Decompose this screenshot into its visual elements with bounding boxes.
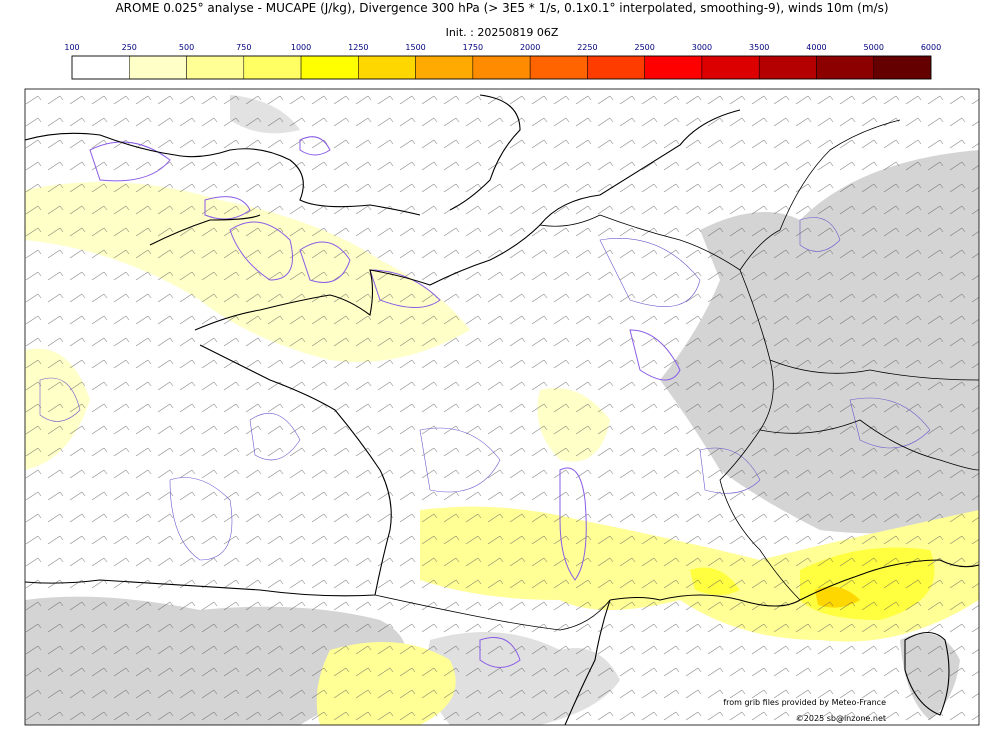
colorbar: 100 250 500 750 1000 1250 1500 1750 2000 2250 2500… xyxy=(64,43,941,80)
colorbar-swatch xyxy=(758,55,817,80)
colorbar-label: 750 xyxy=(236,43,251,52)
title: AROME 0.025° analyse - MUCAPE (J/kg), Di… xyxy=(115,1,888,15)
map xyxy=(25,89,979,725)
colorbar-label: 5000 xyxy=(864,43,884,52)
colorbar-label: 1000 xyxy=(291,43,311,52)
colorbar-swatch xyxy=(644,55,703,80)
colorbar-label: 2500 xyxy=(634,43,654,52)
colorbar-swatch xyxy=(529,55,588,80)
credit-source: from grib files provided by Meteo-France xyxy=(723,698,886,707)
colorbar-label: 250 xyxy=(122,43,137,52)
divergence-contours xyxy=(39,136,931,668)
colorbar-label: 3500 xyxy=(749,43,769,52)
colorbar-label: 500 xyxy=(179,43,194,52)
colorbar-swatch xyxy=(701,55,760,80)
init-time: Init. : 20250819 06Z xyxy=(446,26,559,39)
colorbar-swatch xyxy=(243,55,302,80)
colorbar-label: 2250 xyxy=(577,43,597,52)
map-frame xyxy=(24,88,980,726)
colorbar-swatch xyxy=(186,55,245,80)
colorbar-swatch xyxy=(816,55,874,80)
colorbar-swatch xyxy=(587,55,645,80)
colorbar-swatch xyxy=(873,55,932,80)
colorbar-label: 4000 xyxy=(806,43,826,52)
wind-barbs xyxy=(25,89,979,725)
colorbar-frame xyxy=(71,55,932,80)
colorbar-label: 3000 xyxy=(692,43,712,52)
colorbar-swatch xyxy=(358,55,416,80)
colorbar-label: 6000 xyxy=(921,43,941,52)
credit-copyright: ©2025 sb@inzone.net xyxy=(796,714,886,723)
colorbar-label: 1750 xyxy=(463,43,483,52)
colorbar-label: 2000 xyxy=(520,43,540,52)
colorbar-swatch xyxy=(129,55,187,80)
colorbar-label: 1500 xyxy=(405,43,425,52)
colorbar-swatch xyxy=(472,55,531,80)
colorbar-label: 100 xyxy=(64,43,79,52)
colorbar-label: 1250 xyxy=(348,43,368,52)
colorbar-swatch xyxy=(71,55,130,80)
borders xyxy=(374,119,979,631)
colorbar-swatch xyxy=(300,55,359,80)
colorbar-swatch xyxy=(415,55,474,80)
coastlines xyxy=(25,94,979,725)
